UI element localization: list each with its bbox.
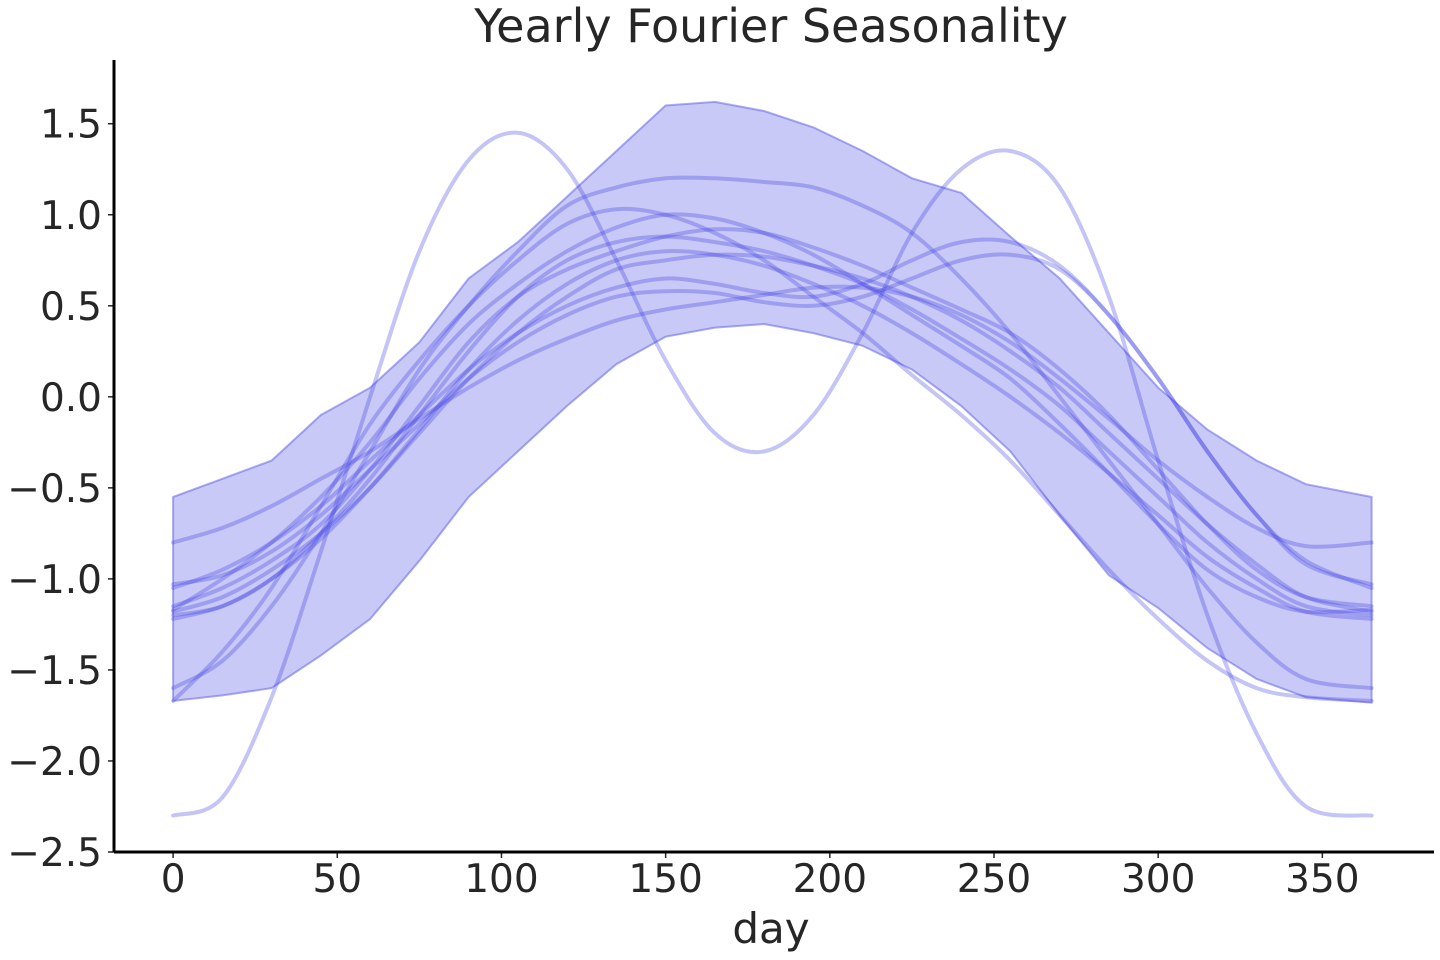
series-layer: [171, 130, 1374, 818]
series-line-10: [171, 248, 1374, 621]
x-tick-label: 300: [1121, 857, 1195, 902]
plot-area: [171, 100, 1374, 818]
y-tick-label: −0.5: [7, 467, 102, 512]
y-tick-label: 1.5: [40, 103, 102, 148]
x-tick-label: 0: [161, 857, 186, 902]
series-line-2: [171, 206, 1374, 703]
y-tick-label: −1.5: [7, 649, 102, 694]
series-line-7: [171, 252, 1374, 587]
x-axis-ticks: 0 50 100 150 200 250 300 350: [161, 852, 1360, 902]
series-line-3: [171, 175, 1374, 691]
series-line-8: [171, 284, 1374, 549]
y-axis-ticks: 1.5 1.0 0.5 0.0 −0.5 −1.0 −1.5 −2.0 −2.5: [7, 103, 114, 876]
x-tick-label: 350: [1285, 857, 1359, 902]
y-tick-label: −2.0: [7, 740, 102, 785]
credible-band-layer: [172, 100, 1373, 704]
y-tick-label: 1.0: [40, 194, 102, 239]
x-tick-label: 100: [464, 857, 538, 902]
x-axis-label: day: [732, 904, 809, 953]
series-line-1: [171, 130, 1374, 818]
series-line-5: [171, 227, 1374, 609]
credible-band: [172, 100, 1373, 704]
y-tick-label: −1.0: [7, 558, 102, 603]
x-tick-label: 150: [628, 857, 702, 902]
y-tick-label: 0.5: [40, 285, 102, 330]
y-tick-label: 0.0: [40, 376, 102, 421]
series-line-9: [171, 252, 1374, 614]
chart-title: Yearly Fourier Seasonality: [473, 0, 1068, 53]
series-line-4: [171, 234, 1374, 618]
series-line-11: [171, 212, 1374, 615]
y-tick-label: −2.5: [7, 831, 102, 876]
series-line-6: [171, 237, 1374, 590]
x-tick-label: 50: [312, 857, 362, 902]
x-tick-label: 250: [957, 857, 1031, 902]
x-tick-label: 200: [793, 857, 867, 902]
